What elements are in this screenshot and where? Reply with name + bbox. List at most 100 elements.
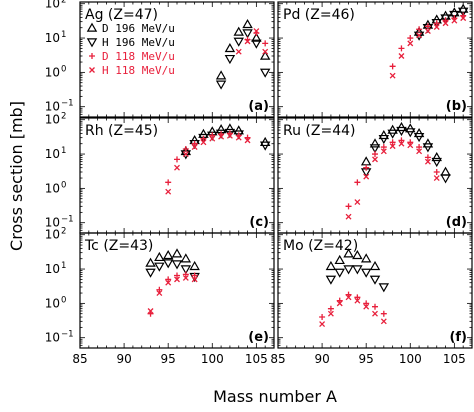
- data-point: [433, 168, 440, 175]
- y-tick-label-exponent: 1: [61, 30, 66, 40]
- data-point: [156, 286, 163, 293]
- data-point: [398, 53, 405, 59]
- data-point: [154, 251, 165, 262]
- data-point: [416, 32, 423, 39]
- data-point: [224, 42, 236, 53]
- data-point: [242, 29, 253, 39]
- panel-title: Tc (Z=43): [84, 238, 153, 254]
- data-point: [398, 137, 405, 144]
- panel-tag: (b): [446, 99, 467, 114]
- y-tick-label-exponent: 2: [61, 227, 66, 237]
- data-point: [405, 128, 416, 138]
- data-point: [424, 158, 431, 165]
- y-tick-label-exponent: 0: [61, 295, 66, 305]
- panel-tag: (d): [446, 215, 467, 230]
- data-point: [327, 310, 334, 317]
- y-tick-label: 10: [45, 262, 60, 276]
- data-point: [460, 15, 467, 22]
- data-point: [387, 129, 398, 139]
- legend-marker: [86, 22, 98, 32]
- data-point: [416, 148, 423, 155]
- data-point: [387, 124, 398, 134]
- data-point: [191, 140, 198, 147]
- panel-tag: (c): [249, 215, 269, 230]
- data-point: [191, 144, 198, 150]
- data-point: [189, 260, 200, 271]
- x-tick-label: 85: [72, 352, 87, 366]
- data-point: [174, 156, 180, 163]
- panel-b: Pd (Z=46) (b): [277, 1, 473, 118]
- data-point: [174, 276, 180, 283]
- data-point: [251, 32, 262, 42]
- data-point: [200, 139, 207, 146]
- data-point: [233, 26, 244, 36]
- y-tick-label: 10: [45, 113, 60, 127]
- data-point: [442, 20, 449, 27]
- data-point: [327, 305, 334, 312]
- data-point: [319, 321, 326, 328]
- data-point: [407, 139, 414, 146]
- data-point: [369, 144, 381, 154]
- data-point: [363, 303, 370, 310]
- legend: D 196 MeV/uH 196 MeV/uD 118 MeV/uH 118 M…: [86, 22, 175, 77]
- data-point: [345, 213, 352, 220]
- data-point: [433, 20, 440, 27]
- y-tick-label-exponent: −1: [61, 215, 74, 225]
- data-point: [363, 164, 370, 171]
- data-point: [380, 318, 387, 325]
- y-tick-label: 10: [45, 31, 60, 45]
- data-point: [451, 17, 458, 24]
- data-point: [165, 188, 172, 195]
- data-point: [259, 68, 271, 78]
- y-tick-label: 10: [45, 0, 60, 11]
- x-tick-label: 105: [245, 352, 268, 366]
- data-point: [262, 40, 269, 47]
- data-point: [380, 310, 387, 317]
- data-point: [413, 127, 425, 138]
- data-point: [407, 40, 414, 47]
- y-tick-label: 10: [45, 100, 60, 114]
- y-tick-label-exponent: 0: [61, 64, 66, 74]
- series-h-118-mev-u: [147, 274, 198, 314]
- data-point: [174, 272, 180, 279]
- panel-tag: (f): [449, 330, 467, 345]
- series-d-118-mev-u: [345, 137, 440, 210]
- data-point: [336, 300, 343, 307]
- y-tick-label-exponent: −1: [61, 99, 74, 109]
- data-point: [244, 38, 251, 45]
- data-point: [162, 259, 174, 269]
- data-point: [345, 294, 352, 301]
- data-point: [380, 148, 387, 155]
- legend-label: D 118 MeV/u: [102, 50, 175, 63]
- data-point: [325, 260, 337, 271]
- data-point: [235, 134, 242, 141]
- y-tick-label-exponent: 2: [61, 112, 66, 122]
- data-point: [145, 257, 156, 267]
- data-point: [354, 179, 361, 186]
- data-point: [165, 179, 172, 186]
- data-point: [389, 72, 396, 79]
- data-point: [378, 283, 390, 293]
- series-h-196-mev-u: [325, 265, 390, 293]
- data-point: [352, 265, 363, 275]
- data-point: [259, 50, 271, 60]
- data-point: [396, 121, 407, 132]
- data-point: [235, 48, 242, 55]
- data-point: [360, 156, 372, 166]
- data-point: [319, 314, 326, 321]
- data-point: [416, 144, 423, 151]
- panel-title: Pd (Z=46): [283, 7, 355, 23]
- legend-label: H 196 MeV/u: [102, 36, 175, 49]
- data-point: [407, 142, 414, 149]
- data-point: [424, 28, 431, 34]
- data-point: [407, 35, 414, 42]
- data-point: [389, 139, 396, 146]
- y-axis-title: Cross section [mb]: [7, 101, 26, 251]
- data-point: [440, 14, 451, 24]
- series-d-196-mev-u: [145, 248, 200, 271]
- data-point: [440, 174, 451, 184]
- data-point: [259, 141, 271, 151]
- y-tick-label-exponent: −1: [61, 330, 74, 340]
